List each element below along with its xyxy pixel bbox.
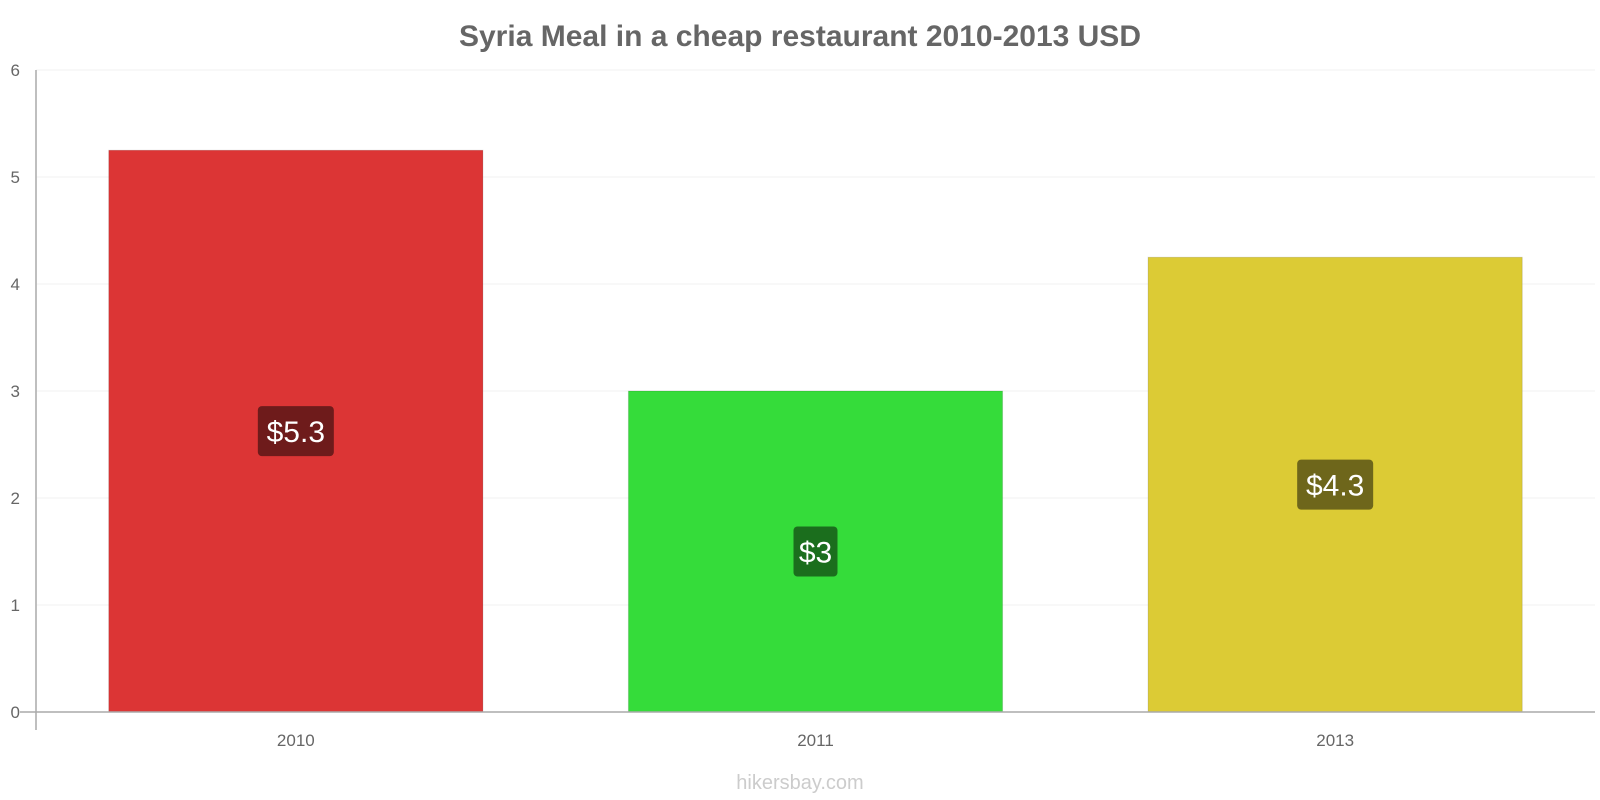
value-labels: $5.3 $3 $4.3 [257, 406, 1374, 577]
y-tick-label: 5 [11, 168, 20, 187]
y-tick-label: 0 [11, 703, 20, 722]
x-axis-ticks: 2010 2011 2013 [277, 731, 1354, 750]
y-tick-label: 1 [11, 596, 20, 615]
value-label: $3 [799, 537, 832, 570]
value-label: $4.3 [1306, 470, 1364, 503]
value-label-box [793, 526, 838, 577]
x-tick-label: 2011 [797, 731, 834, 750]
y-tick-label: 6 [11, 61, 20, 80]
y-tick-label: 2 [11, 489, 20, 508]
value-label: $5.3 [267, 416, 325, 449]
watermark: hikersbay.com [736, 772, 863, 794]
x-tick-label: 2010 [277, 731, 315, 750]
value-label-box [257, 406, 334, 457]
y-tick-label: 3 [11, 382, 20, 401]
y-tick-label: 4 [11, 275, 20, 294]
x-tick-label: 2013 [1316, 731, 1354, 750]
value-label-box [1297, 459, 1374, 510]
chart-title: Syria Meal in a cheap restaurant 2010-20… [459, 20, 1141, 53]
y-axis-ticks: 0 1 2 3 4 5 6 [11, 61, 20, 722]
bars [108, 149, 1523, 713]
